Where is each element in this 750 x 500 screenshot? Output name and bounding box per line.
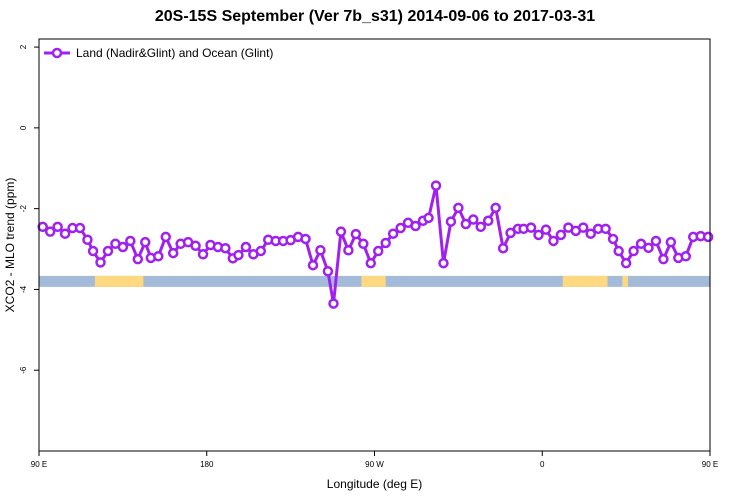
data-point (102, 245, 114, 257)
data-point (52, 221, 63, 233)
data-point (335, 226, 347, 237)
data-point (82, 234, 93, 245)
data-point (460, 218, 472, 230)
data-point (315, 245, 326, 256)
data-point (613, 245, 624, 257)
data-point (578, 222, 589, 233)
data-point (300, 233, 311, 245)
data-point (372, 245, 384, 257)
data-point (125, 235, 136, 247)
data-point (490, 202, 501, 214)
series-layer (37, 180, 714, 309)
x-tick-label: 90 E (31, 460, 47, 469)
data-point (600, 223, 611, 235)
data-point (44, 226, 56, 237)
data-point (59, 228, 71, 239)
data-point (548, 235, 559, 247)
data-point (307, 259, 319, 271)
data-point (190, 240, 201, 252)
data-point (555, 229, 567, 241)
data-point (628, 245, 639, 257)
data-point (197, 249, 209, 260)
legend-marker (51, 47, 63, 59)
data-point (358, 238, 369, 250)
data-point (585, 228, 596, 239)
y-axis-label: XCO2 - MLO trend (ppm) (3, 178, 17, 313)
data-point (365, 257, 377, 269)
data-point (350, 228, 362, 240)
data-point (468, 214, 479, 225)
y-tick-label: -4 (19, 285, 28, 293)
data-point (117, 241, 129, 253)
data-point (220, 242, 231, 254)
data-point (445, 216, 457, 227)
x-tick-label: 180 (200, 460, 214, 469)
data-point (540, 224, 552, 235)
data-point (410, 220, 421, 232)
legend-label: Land (Nadir&Glint) and Ocean (Glint) (76, 46, 273, 60)
data-point (423, 212, 434, 224)
data-point (635, 238, 647, 250)
data-point (438, 257, 449, 269)
data-point (74, 222, 86, 234)
data-point (658, 253, 669, 265)
y-tick-label: -2 (19, 205, 28, 213)
data-point (650, 235, 662, 247)
data-point (665, 236, 677, 248)
x-axis-label: Longitude (deg E) (327, 477, 422, 491)
data-point (167, 247, 179, 259)
data-point (328, 298, 339, 309)
data-point (233, 249, 244, 261)
y-tick-label: -6 (19, 366, 28, 374)
data-point (139, 236, 151, 248)
x-tick-label: 90 W (365, 460, 384, 469)
plot-frame (38, 38, 711, 452)
data-point (395, 222, 406, 234)
data-point (643, 242, 654, 254)
axes: 90 E 180 90 W 0 90 E 2 0 -2 -4 -6 (19, 44, 718, 469)
data-point (160, 231, 171, 243)
data-point (620, 257, 632, 269)
data-point (475, 221, 486, 233)
chart-title: 20S-15S September (Ver 7b_s31) 2014-09-0… (154, 8, 596, 25)
data-point (255, 245, 267, 257)
data-point (702, 231, 714, 243)
data-point (533, 229, 544, 241)
data-point (453, 202, 464, 214)
data-point (525, 222, 537, 233)
data-point (322, 266, 334, 277)
data-point (87, 245, 99, 257)
data-point (380, 237, 391, 249)
data-point (153, 251, 164, 262)
data-point (497, 242, 509, 254)
data-point (387, 228, 399, 239)
data-point (680, 251, 692, 262)
y-tick-label: 0 (19, 125, 28, 130)
data-point (132, 253, 144, 265)
x-tick-label: 90 E (702, 460, 718, 469)
x-tick-label: 0 (540, 460, 545, 469)
data-point (430, 180, 442, 191)
y-tick-label: 2 (19, 44, 28, 49)
data-point (240, 241, 252, 253)
data-point (343, 245, 354, 256)
data-point (607, 233, 619, 245)
data-point (95, 257, 106, 268)
data-point (505, 227, 516, 239)
legend: Land (Nadir&Glint) and Ocean (Glint) (44, 46, 273, 60)
data-point (482, 215, 494, 227)
